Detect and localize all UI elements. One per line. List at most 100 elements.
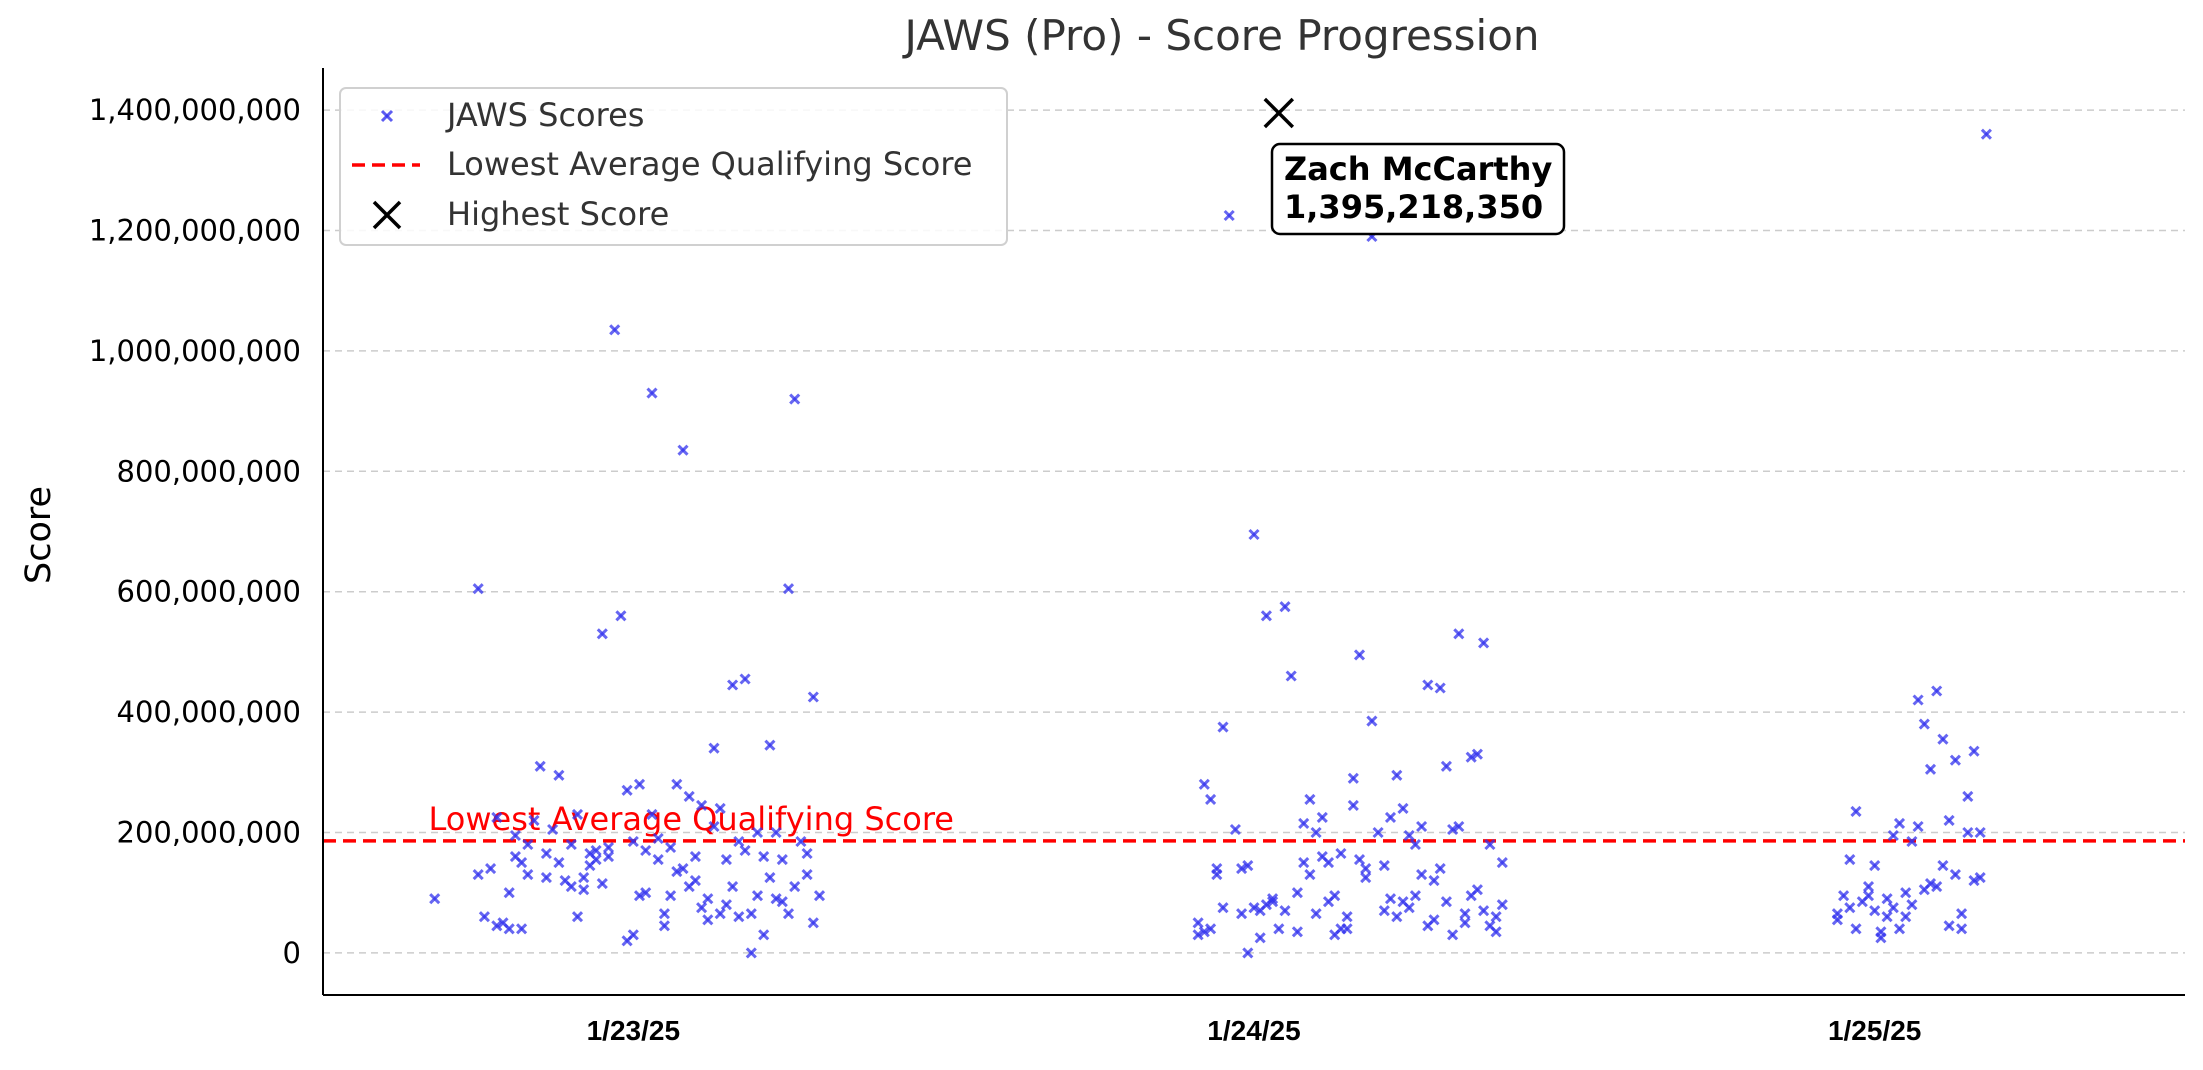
score-point (1887, 902, 1899, 914)
score-point (516, 857, 528, 869)
score-point (1478, 637, 1490, 649)
score-point (1409, 890, 1421, 902)
score-point (1844, 854, 1856, 866)
score-point (801, 847, 813, 860)
score-point (1211, 863, 1223, 875)
score-point (1428, 914, 1440, 926)
score-point (696, 902, 708, 914)
score-point (1416, 820, 1428, 833)
score-point (1478, 905, 1490, 917)
score-point (1422, 679, 1434, 691)
score-point (683, 790, 695, 802)
score-point (1242, 860, 1254, 872)
score-point (1298, 817, 1310, 829)
score-point (1924, 763, 1937, 775)
score-point (658, 920, 670, 932)
score-point (1403, 902, 1415, 914)
score-point (1956, 908, 1968, 920)
score-point (1384, 893, 1397, 905)
score-point (1341, 923, 1353, 935)
score-point (1260, 610, 1272, 622)
annotation-frame (1270, 142, 1566, 236)
score-point (1931, 685, 1943, 697)
score-point (1416, 869, 1428, 881)
score-point (1391, 769, 1403, 781)
score-point (1217, 902, 1229, 914)
score-point (1968, 875, 1980, 887)
score-point (1924, 878, 1937, 890)
y-tick-label: 1,200,000,000 (89, 214, 301, 248)
score-point (1384, 811, 1397, 823)
score-point (1931, 881, 1943, 893)
score-point (1403, 829, 1415, 842)
score-point (677, 444, 689, 456)
score-point (1378, 860, 1390, 872)
score-point (503, 923, 515, 935)
score-point (1912, 820, 1924, 833)
score-point (609, 324, 621, 336)
score-point (652, 832, 664, 845)
score-point (596, 628, 608, 640)
score-point (1378, 905, 1390, 917)
score-point (578, 884, 590, 896)
y-tick-label: 400,000,000 (117, 695, 302, 729)
score-point (621, 784, 633, 796)
score-point (571, 808, 584, 820)
score-point (782, 583, 795, 595)
threshold-label: Lowest Average Qualifying Score (429, 800, 954, 838)
score-point (1372, 826, 1384, 839)
grid-lines (323, 109, 2185, 954)
x-tick-label: 1/23/25 (587, 1015, 680, 1046)
annotation-score-value: 1,395,218,350 (1284, 188, 1543, 226)
score-point (807, 917, 819, 929)
score-point (1900, 911, 1912, 923)
score-point (776, 854, 788, 866)
score-point (1291, 887, 1303, 899)
score-point (1862, 890, 1875, 902)
score-point (485, 863, 497, 875)
score-point (696, 799, 708, 811)
score-point (1937, 733, 1949, 745)
legend-marker-highest (372, 200, 402, 230)
score-point (1279, 601, 1291, 613)
score-point (590, 844, 602, 857)
score-point (1831, 908, 1843, 920)
score-point (770, 826, 782, 839)
score-point (1900, 887, 1912, 899)
score-point (522, 869, 534, 881)
score-point (720, 854, 732, 866)
score-point (727, 881, 739, 893)
score-point (1459, 908, 1471, 920)
score-point (714, 802, 726, 814)
score-point (1974, 826, 1986, 839)
y-tick-label: 800,000,000 (117, 454, 302, 488)
score-point (658, 908, 670, 920)
score-point (739, 673, 751, 685)
score-point (1490, 911, 1502, 923)
score-point (1360, 863, 1372, 875)
score-point (1949, 754, 1961, 766)
score-point (540, 847, 552, 860)
score-point (1198, 926, 1210, 938)
score-point (751, 890, 764, 902)
score-point (1447, 823, 1459, 836)
score-point (1267, 896, 1279, 908)
score-point (807, 691, 819, 703)
score-point (472, 869, 484, 881)
score-point (602, 851, 615, 863)
score-point (727, 679, 739, 691)
score-point (652, 854, 664, 866)
score-point (1279, 905, 1291, 917)
score-point (565, 881, 577, 893)
score-point (1360, 872, 1372, 884)
legend: JAWS Scores Lowest Average Qualifying Sc… (339, 87, 1008, 246)
score-point (1248, 902, 1260, 914)
score-point (1962, 826, 1974, 839)
scatter-points (429, 128, 1992, 959)
score-point (1428, 875, 1440, 887)
score-point (1310, 826, 1322, 839)
y-axis-label: Score (19, 486, 59, 584)
y-tick-label: 200,000,000 (117, 815, 302, 849)
score-point (1943, 814, 1955, 826)
x-axis-ticks: 1/23/25 1/24/25 1/25/25 (587, 1015, 1922, 1046)
